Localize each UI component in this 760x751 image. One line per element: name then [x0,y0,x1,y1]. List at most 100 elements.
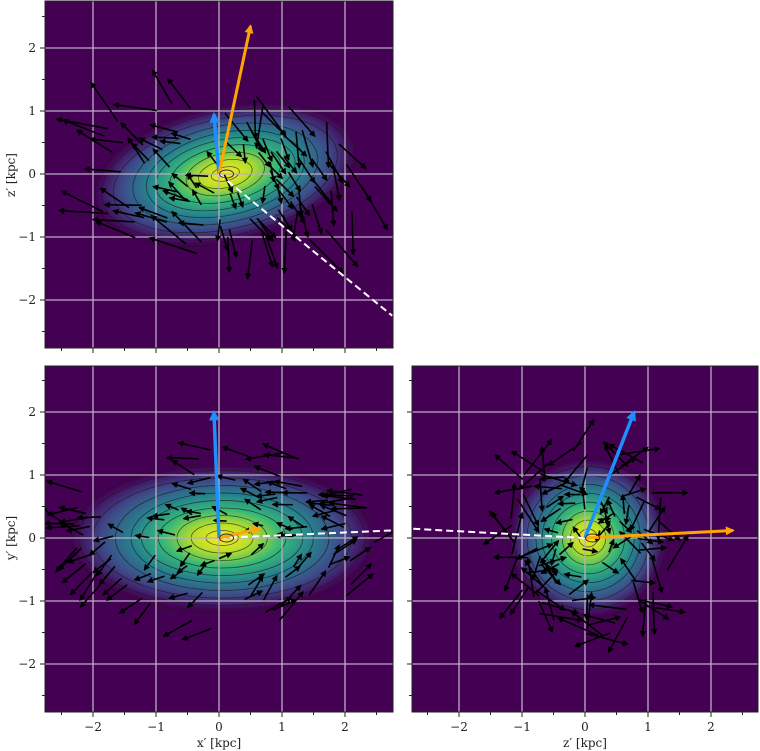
velocity-arrow [162,619,193,637]
velocity-arrow [349,211,357,256]
velocity-arrow [76,514,101,521]
velocity-arrow [494,454,524,480]
y-tick-label: 2 [28,405,36,419]
velocity-arrow [311,158,328,182]
velocity-arrow [244,590,264,601]
velocity-arrow [169,570,182,580]
orange-direction-arrow [218,525,262,540]
velocity-arrow [587,615,622,627]
velocity-arrow [558,541,574,556]
x-tick-label: −2 [84,720,102,734]
velocity-arrow [221,445,249,457]
velocity-arrow [171,210,202,243]
panel-bottom-right: −2 −1 0 1 2 [407,365,759,734]
velocity-arrow [102,577,122,596]
velocity-arrow [61,118,106,138]
velocity-arrow [541,601,580,615]
velocity-arrow [151,512,170,519]
velocity-arrow [499,589,523,620]
y-tick-label: −1 [18,230,36,244]
velocity-arrow [623,505,630,526]
velocity-arrow [338,143,367,170]
x-tick-label: 1 [644,720,652,734]
blue-direction-arrow [209,112,221,175]
velocity-arrow [165,454,199,462]
panel-top-left: −2 −1 0 1 2 [18,0,394,353]
velocity-arrow [164,503,179,511]
panel-bottom-left: −2 −1 0 1 2 −2 −1 0 1 2 [18,365,394,734]
velocity-arrow [244,452,283,462]
velocity-arrow [262,138,273,163]
velocity-arrow [638,544,668,552]
velocity-arrow [275,150,291,169]
velocity-arrow [65,525,91,534]
velocity-arrow [168,195,191,203]
velocity-arrow [639,598,647,638]
velocity-arrow [146,575,165,584]
velocity-arrow [152,148,171,168]
velocity-arrow [166,77,191,109]
velocity-arrow [284,525,308,532]
velocity-arrow [311,204,323,235]
velocity-arrow [308,504,331,518]
velocity-arrow [55,547,78,573]
velocity-arrow [88,541,106,556]
blue-direction-arrow [583,410,636,539]
velocity-arrow [537,600,554,634]
velocity-arrow [107,523,124,534]
velocity-arrow [282,133,308,157]
velocity-arrow [60,190,104,213]
velocity-arrow [308,570,327,596]
velocity-arrow [329,555,351,566]
velocity-arrow [638,598,674,610]
velocity-arrow [171,482,192,491]
x-tick-label: −2 [450,720,468,734]
dashed-axis-line [412,527,586,539]
velocity-arrow [186,591,203,609]
x-tick-label: 0 [215,720,223,734]
y-tick-label: 2 [28,41,36,55]
velocity-arrow [297,156,316,184]
velocity-arrow [277,189,294,210]
y-tick-label: −2 [18,293,36,307]
velocity-arrow [206,150,218,165]
velocity-quiver [45,440,393,641]
velocity-arrow [597,513,614,524]
velocity-arrow [557,500,576,507]
dashed-axis-line [218,173,393,317]
velocity-arrow [269,161,277,183]
velocity-arrow [281,231,288,275]
velocity-arrow [151,69,173,105]
velocity-arrow [236,192,245,209]
velocity-arrow [103,201,142,209]
velocity-arrow [57,547,82,571]
velocity-arrow [620,557,638,583]
velocity-arrow [133,572,152,582]
velocity-arrow [149,123,179,133]
velocity-arrow [287,516,305,528]
velocity-arrow [619,446,661,456]
velocity-arrow [96,554,113,577]
velocity-arrow [276,184,284,205]
velocity-arrow [604,444,620,474]
velocity-arrow [94,220,136,239]
velocity-arrow [510,572,541,597]
velocity-arrow [619,520,633,534]
velocity-arrow [573,632,611,648]
velocity-arrow [283,156,298,174]
velocity-arrow [635,496,662,510]
velocity-arrow [219,225,230,252]
velocity-arrow [588,602,627,611]
velocity-arrow [314,185,338,213]
velocity-arrow [320,515,345,528]
velocity-arrow [619,493,627,515]
velocity-arrow [177,440,211,451]
velocity-arrow [309,239,344,274]
velocity-arrow [184,172,209,179]
ticks: −2 −1 0 1 2 [18,16,377,353]
velocity-arrow [509,585,530,616]
plot-area [45,366,393,712]
velocity-arrow [608,538,615,553]
velocity-arrow [328,500,365,509]
ticks: −2 −1 0 1 2 −2 −1 0 1 2 [18,380,377,734]
